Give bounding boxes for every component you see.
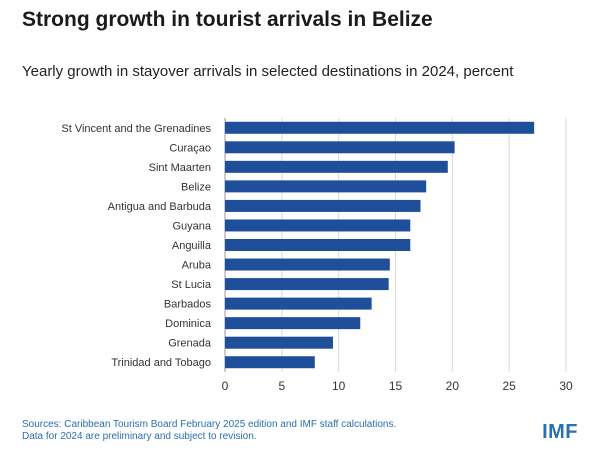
source-note: Sources: Caribbean Tourism Board Februar… [22, 419, 512, 443]
bar [225, 336, 333, 349]
category-label: Dominica [165, 318, 212, 330]
source-line-2: Data for 2024 are preliminary and subjec… [22, 431, 257, 442]
source-line-1: Sources: Caribbean Tourism Board Februar… [22, 419, 397, 430]
imf-logo: IMF [542, 421, 578, 443]
x-tick-label: 10 [332, 379, 346, 393]
bar [225, 180, 427, 193]
bar-chart: St Vincent and the Grenadines Curaçao Sint… [61, 118, 573, 393]
bar [225, 297, 372, 310]
x-axis-ticks: 0 5 10 15 20 25 30 [222, 379, 573, 393]
bar-layer [225, 121, 535, 369]
category-label: Barbados [164, 299, 212, 311]
x-tick-label: 5 [278, 379, 285, 393]
x-tick-label: 15 [389, 379, 403, 393]
category-labels: St Vincent and the Grenadines Curaçao Sint… [61, 123, 212, 369]
category-label: Anguilla [172, 240, 212, 252]
category-label: Guyana [172, 220, 211, 232]
category-label: Belize [181, 181, 211, 193]
bar [225, 199, 421, 212]
bar [225, 258, 390, 271]
bar [225, 160, 448, 173]
bar [225, 239, 411, 251]
bar [225, 317, 361, 330]
bar [225, 278, 389, 291]
bar [225, 121, 535, 134]
grid-layer [224, 118, 567, 372]
category-label: Trinidad and Tobago [111, 357, 211, 369]
bar [225, 356, 315, 369]
category-label: Antigua and Barbuda [108, 201, 212, 213]
bar [225, 219, 411, 232]
x-tick-label: 0 [222, 379, 229, 393]
category-label: St Vincent and the Grenadines [61, 123, 211, 135]
x-tick-label: 30 [559, 379, 573, 393]
x-tick-label: 25 [502, 379, 516, 393]
category-label: Grenada [168, 338, 212, 350]
x-tick-label: 20 [446, 379, 460, 393]
category-label: St Lucia [171, 279, 212, 291]
bar [225, 141, 455, 154]
category-label: Aruba [182, 260, 212, 272]
category-label: Sint Maarten [149, 162, 211, 174]
chart-subtitle: Yearly growth in stayover arrivals in se… [22, 63, 514, 80]
category-label: Curaçao [169, 142, 211, 154]
chart-title: Strong growth in tourist arrivals in Bel… [22, 8, 433, 31]
